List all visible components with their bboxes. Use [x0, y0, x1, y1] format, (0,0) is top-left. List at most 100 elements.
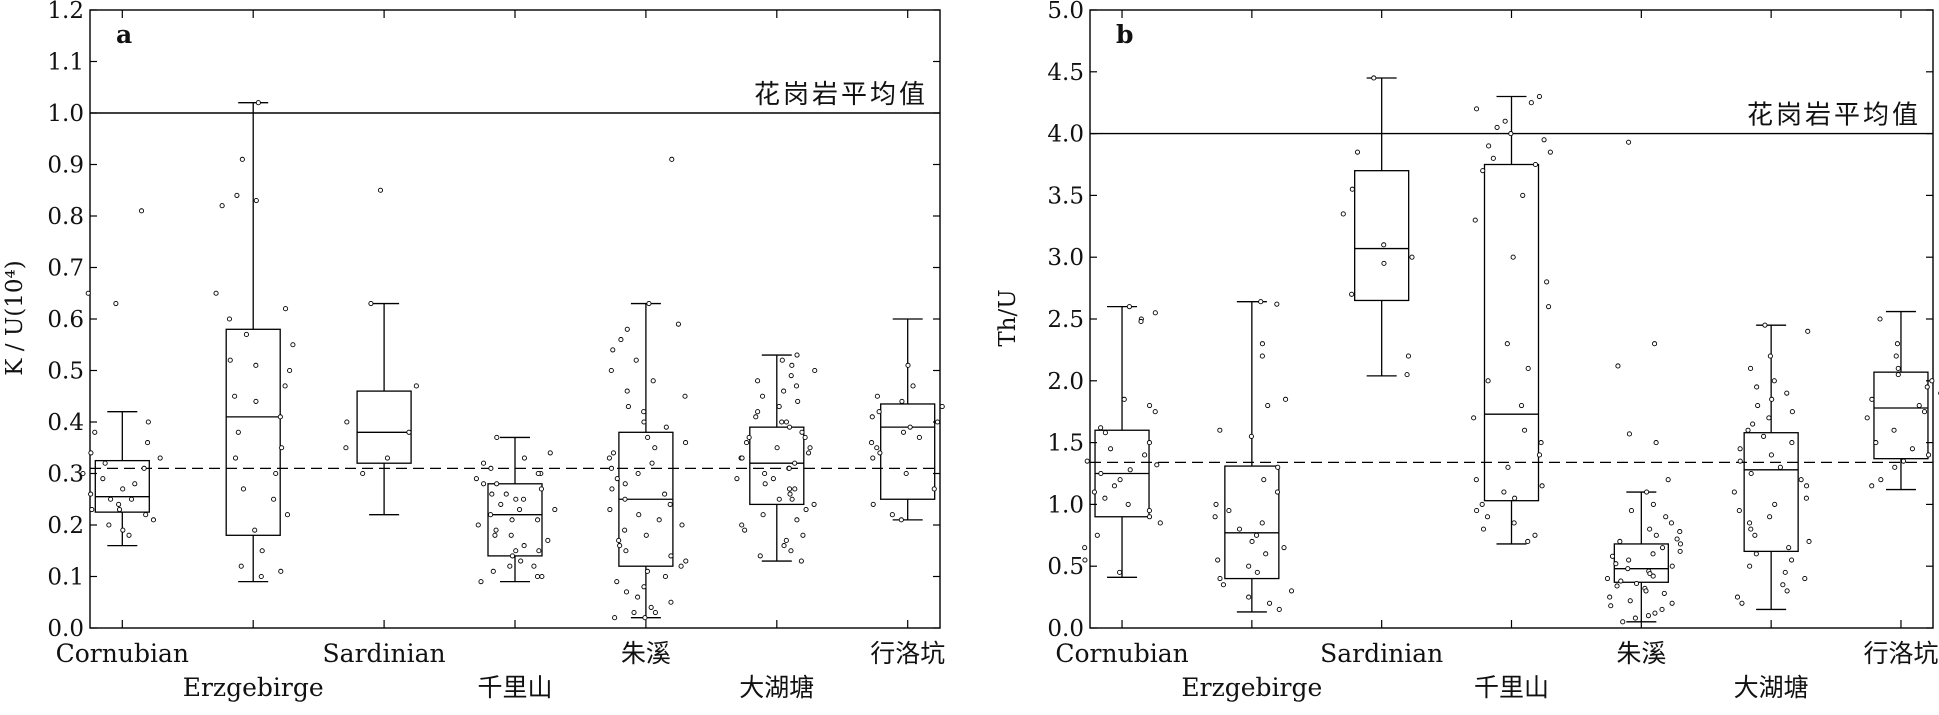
data-point	[743, 528, 747, 532]
data-point	[1480, 502, 1484, 506]
data-point	[244, 332, 248, 336]
data-point	[121, 487, 125, 491]
data-point	[1276, 465, 1280, 469]
data-point	[1879, 478, 1883, 482]
data-point	[634, 358, 638, 362]
data-point	[1610, 554, 1614, 558]
data-point	[522, 456, 526, 460]
data-point	[901, 430, 905, 434]
data-point	[254, 198, 258, 202]
data-point	[1783, 570, 1787, 574]
box-5	[607, 157, 688, 620]
data-point	[1662, 591, 1666, 595]
data-point	[780, 420, 784, 424]
y-tick-label: 0.4	[47, 410, 84, 436]
data-point	[1126, 502, 1130, 506]
data-point	[1546, 305, 1550, 309]
data-point	[1260, 342, 1264, 346]
data-point	[871, 456, 875, 460]
data-point	[796, 399, 800, 403]
data-point	[1769, 453, 1773, 457]
data-point	[1522, 428, 1526, 432]
data-point	[625, 327, 629, 331]
data-point	[139, 209, 143, 213]
data-point	[1275, 302, 1279, 306]
data-point	[548, 451, 552, 455]
data-point	[615, 477, 619, 481]
data-point	[1495, 125, 1499, 129]
data-point	[89, 492, 93, 496]
data-point	[784, 538, 788, 542]
data-point	[344, 446, 348, 450]
data-point	[800, 430, 804, 434]
data-point	[1767, 416, 1771, 420]
data-point	[624, 549, 628, 553]
data-point	[878, 451, 882, 455]
data-point	[1870, 484, 1874, 488]
data-point	[283, 307, 287, 311]
data-point	[1526, 539, 1530, 543]
y-tick-label: 1.5	[1047, 431, 1084, 457]
chart-panel-b: 0.00.51.01.52.02.53.03.54.04.55.0Th/Ub花岗…	[995, 0, 1939, 702]
data-point	[1505, 342, 1509, 346]
data-point	[1619, 579, 1623, 583]
data-point	[1481, 169, 1485, 173]
data-point	[669, 600, 673, 604]
data-point	[1540, 484, 1544, 488]
data-point	[623, 482, 627, 486]
data-point	[272, 497, 276, 501]
data-point	[233, 456, 237, 460]
data-point	[101, 477, 105, 481]
data-point	[758, 554, 762, 558]
data-point	[1670, 564, 1674, 568]
data-point	[93, 430, 97, 434]
y-tick-label: 0.5	[47, 359, 84, 385]
data-point	[1128, 468, 1132, 472]
data-point	[740, 456, 744, 460]
box-3	[344, 188, 419, 515]
data-point	[1749, 471, 1753, 475]
data-point	[1895, 342, 1899, 346]
data-point	[1865, 416, 1869, 420]
data-point	[1678, 549, 1682, 553]
data-point	[763, 471, 767, 475]
data-point	[1143, 453, 1147, 457]
data-point	[488, 513, 492, 517]
data-point	[108, 497, 112, 501]
data-point	[256, 101, 260, 105]
iqr-box	[1614, 544, 1668, 582]
data-point	[489, 466, 493, 470]
data-point	[1930, 379, 1934, 383]
data-point	[81, 471, 85, 475]
data-point	[1473, 218, 1477, 222]
data-point	[1529, 101, 1533, 105]
data-point	[1085, 459, 1089, 463]
y-tick-label: 0.6	[47, 307, 84, 333]
data-point	[535, 574, 539, 578]
y-tick-label: 2.5	[1047, 307, 1084, 333]
data-point	[145, 441, 149, 445]
box-1	[81, 209, 162, 546]
data-point	[278, 415, 282, 419]
y-tick-label: 3.5	[1047, 183, 1084, 209]
data-point	[1627, 558, 1631, 562]
data-point	[611, 348, 615, 352]
data-point	[1506, 465, 1510, 469]
data-point	[795, 518, 799, 522]
data-point	[1227, 508, 1231, 512]
data-point	[647, 301, 651, 305]
data-point	[144, 513, 148, 517]
data-point	[782, 544, 786, 548]
data-point	[553, 507, 557, 511]
data-point	[875, 394, 879, 398]
data-point	[899, 518, 903, 522]
data-point	[917, 435, 921, 439]
data-point	[940, 404, 944, 408]
data-point	[499, 502, 503, 506]
iqr-box	[357, 391, 411, 463]
data-point	[1533, 533, 1537, 537]
granite-average-label: 花岗岩平均值	[754, 80, 928, 110]
data-point	[637, 513, 641, 517]
data-point	[546, 538, 550, 542]
data-point	[1474, 107, 1478, 111]
